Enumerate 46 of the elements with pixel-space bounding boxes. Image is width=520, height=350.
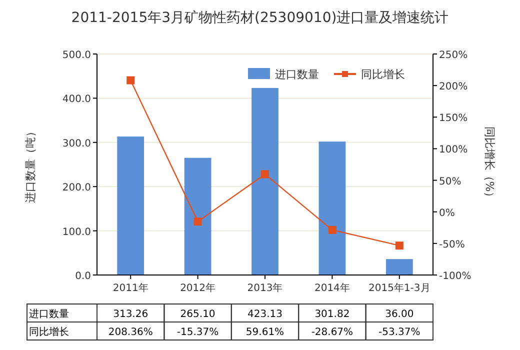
data-label: -28.67% [311,327,354,338]
x-tick-label: 2015年1-3月 [368,282,430,294]
bar [184,158,212,275]
data-label: 423.13 [248,309,282,320]
data-label: -53.37% [378,327,420,338]
legend-label: 同比增长 [361,68,405,81]
x-tick-label: 2013年 [247,282,283,294]
chart-title: 2011-2015年3月矿物性药材(25309010)进口量及增速统计 [71,10,449,26]
y2-tick-label: -100% [439,271,472,282]
bar [386,259,413,275]
data-label: -15.37% [176,327,219,338]
data-label: 313.26 [113,309,148,320]
y-tick-label: 100.0 [62,226,91,238]
point [328,226,336,234]
bar [318,142,346,275]
data-label: 208.36% [108,327,153,338]
data-label: 36.00 [385,309,414,320]
y-axis-title: 进口数量（吨） [24,126,37,203]
x-tick-label: 2011年 [112,282,148,294]
text: 同比增长 [29,327,69,338]
y2-tick-label: -50% [439,239,465,250]
text: 进口数量 [29,309,69,320]
y-tick-label: 0.0 [75,271,91,282]
y2-tick-label: 100% [439,144,468,156]
y-tick-label: 300.0 [62,138,91,150]
y-tick-label: 200.0 [62,182,91,194]
y2-tick-label: 0% [439,208,455,219]
y2-tick-label: 250% [439,50,468,61]
point [395,242,404,250]
point [194,218,202,226]
y2-tick-label: 50% [439,176,462,188]
y2-axis-title: 同比增长（%） [483,126,496,203]
x-tick-label: 2014年 [314,282,350,294]
data-label: 265.10 [180,309,216,320]
y-tick-label: 500.0 [62,50,91,61]
legend-label: 进口数量 [275,68,319,81]
x-tick-label: 2012年 [180,282,216,294]
y-tick-label: 400.0 [62,94,91,106]
y2-tick-label: 150% [439,113,468,124]
data-label: 301.82 [314,309,350,320]
point [126,76,135,84]
bar [252,88,278,275]
y2-tick-label: 200% [439,82,468,93]
bar [117,136,144,275]
point [261,170,269,178]
data-label: 59.61% [246,327,284,338]
